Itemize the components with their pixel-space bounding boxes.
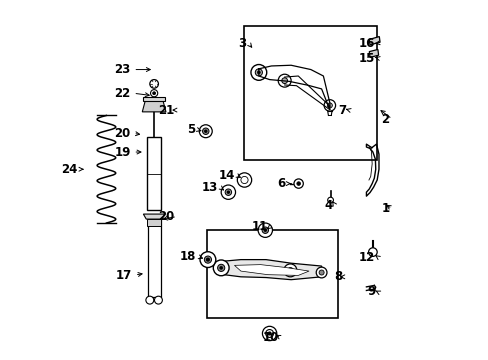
Text: 19: 19 [114, 145, 131, 158]
Circle shape [202, 128, 208, 134]
Circle shape [199, 125, 212, 138]
Circle shape [221, 185, 235, 199]
Text: 13: 13 [202, 181, 218, 194]
Circle shape [241, 176, 247, 184]
Circle shape [278, 74, 290, 87]
Circle shape [154, 296, 162, 304]
Text: 17: 17 [116, 269, 132, 282]
Circle shape [287, 267, 293, 273]
Text: 24: 24 [61, 163, 77, 176]
Bar [244, 26, 376, 160]
Text: 3: 3 [238, 37, 246, 50]
Circle shape [250, 64, 266, 80]
Circle shape [255, 69, 262, 76]
Bar [143, 97, 164, 101]
Circle shape [293, 179, 303, 188]
Text: 14: 14 [218, 169, 234, 182]
Circle shape [267, 332, 270, 335]
Text: 22: 22 [114, 87, 131, 100]
Circle shape [262, 227, 268, 233]
Polygon shape [234, 265, 308, 275]
Text: 6: 6 [277, 177, 285, 190]
Circle shape [145, 296, 153, 304]
Circle shape [319, 270, 324, 275]
Text: 9: 9 [366, 285, 375, 298]
Circle shape [284, 264, 296, 277]
Circle shape [149, 80, 158, 88]
Text: 10: 10 [262, 331, 278, 344]
Text: 23: 23 [114, 63, 131, 76]
Circle shape [368, 248, 376, 256]
Text: 21: 21 [158, 104, 174, 117]
Text: 4: 4 [324, 199, 332, 212]
Text: 1: 1 [381, 202, 389, 215]
Text: 20: 20 [158, 210, 174, 223]
Text: 20: 20 [114, 127, 131, 140]
Circle shape [152, 92, 155, 95]
Circle shape [237, 173, 251, 187]
Text: 5: 5 [187, 123, 195, 136]
Text: 18: 18 [180, 250, 196, 263]
Bar [206, 230, 337, 318]
Polygon shape [143, 214, 164, 219]
Circle shape [150, 90, 158, 97]
Bar [147, 220, 161, 226]
Polygon shape [368, 37, 379, 45]
Text: 11: 11 [251, 220, 267, 233]
Circle shape [296, 182, 300, 185]
Circle shape [257, 71, 260, 74]
Circle shape [265, 329, 273, 337]
Circle shape [281, 78, 287, 84]
Text: 16: 16 [358, 36, 375, 50]
Circle shape [219, 266, 222, 269]
Bar [147, 137, 161, 211]
Circle shape [204, 130, 206, 132]
Circle shape [206, 258, 209, 261]
Text: 12: 12 [358, 251, 375, 264]
Circle shape [262, 326, 276, 341]
Text: 7: 7 [338, 104, 346, 117]
Circle shape [217, 264, 224, 271]
Bar [147, 219, 160, 297]
Circle shape [264, 229, 266, 231]
Polygon shape [142, 101, 165, 112]
Circle shape [324, 100, 335, 111]
Text: 15: 15 [358, 51, 375, 64]
Circle shape [204, 256, 211, 263]
Text: 8: 8 [333, 270, 342, 283]
Circle shape [327, 197, 333, 203]
Circle shape [258, 223, 272, 237]
Polygon shape [221, 260, 321, 280]
Circle shape [326, 103, 332, 108]
Polygon shape [368, 49, 378, 57]
Circle shape [316, 267, 326, 278]
Text: 2: 2 [381, 113, 389, 126]
Circle shape [227, 191, 229, 193]
Circle shape [213, 260, 228, 276]
Circle shape [200, 252, 215, 267]
Circle shape [224, 189, 231, 195]
